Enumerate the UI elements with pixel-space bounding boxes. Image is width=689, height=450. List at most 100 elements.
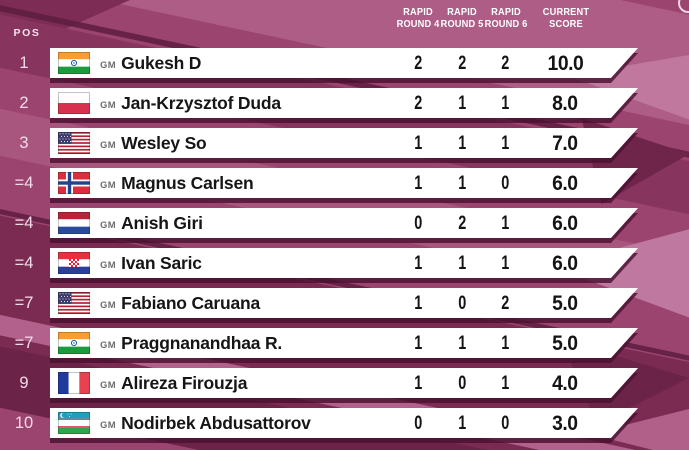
partial-logo-mark xyxy=(678,0,689,13)
round-4-score: 1 xyxy=(396,248,440,278)
column-header-line: RAPID xyxy=(447,6,477,18)
column-header-line: ROUND 5 xyxy=(440,17,484,30)
current-score: 3.0 xyxy=(541,408,589,438)
current-score-value: 8.0 xyxy=(552,92,578,115)
round-5-score: 1 xyxy=(440,88,484,118)
round-5-score: 1 xyxy=(440,168,484,198)
round-5-score-value: 1 xyxy=(457,253,467,274)
round-6-score-value: 2 xyxy=(500,53,510,74)
table-row: 9 GM Alireza Firouzja 1 0 1 4.0 xyxy=(0,368,689,398)
gm-title: GM xyxy=(100,140,117,151)
gm-title: GM xyxy=(100,180,117,191)
player-name: Fabiano Caruana xyxy=(121,292,261,313)
round-6-score-value: 1 xyxy=(500,93,510,114)
flag-uzbekistan-icon xyxy=(58,412,90,434)
round-6-score: 2 xyxy=(483,48,527,78)
round-5-score: 1 xyxy=(440,328,484,358)
row-bar: GM Fabiano Caruana 1 0 2 5.0 xyxy=(50,288,638,318)
row-bar: GM Nodirbek Abdusattorov 0 1 0 3.0 xyxy=(50,408,638,438)
row-bar: GM Praggnanandhaa R. 1 1 1 5.0 xyxy=(50,328,638,358)
player-name: Jan-Krzysztof Duda xyxy=(121,92,281,113)
round-6-score-value: 0 xyxy=(500,173,510,194)
round-4-score-value: 2 xyxy=(413,53,423,74)
table-row: 10 GM Nodirbek Abdusattorov 0 1 0 3.0 xyxy=(0,408,689,438)
player-name: Praggnanandhaa R. xyxy=(121,332,283,353)
gm-title: GM xyxy=(100,100,117,111)
current-score: 6.0 xyxy=(541,208,589,238)
round-5-score-value: 0 xyxy=(457,373,467,394)
round-4-score-value: 0 xyxy=(413,213,423,234)
player-name: Alireza Firouzja xyxy=(121,372,248,393)
player-name: Ivan Saric xyxy=(121,252,202,273)
column-header-rapid-round-6: RAPID ROUND 6 xyxy=(469,6,543,30)
current-score: 7.0 xyxy=(541,128,589,158)
round-6-score-value: 1 xyxy=(500,373,510,394)
round-6-score: 1 xyxy=(483,88,527,118)
current-score-value: 7.0 xyxy=(552,132,578,155)
round-6-score-value: 1 xyxy=(500,333,510,354)
flag-india-icon xyxy=(58,52,90,74)
round-4-score-value: 1 xyxy=(413,173,423,194)
round-5-score-value: 1 xyxy=(457,413,467,434)
rows: 1 GM Gukesh D 2 2 2 10.0 2 GM Jan-Krzysztof Duda 2… xyxy=(0,48,689,448)
round-5-score-value: 0 xyxy=(457,293,467,314)
round-6-score: 1 xyxy=(483,248,527,278)
gm-title: GM xyxy=(100,380,117,391)
position-label: =7 xyxy=(14,294,34,312)
gm-title: GM xyxy=(100,340,117,351)
round-5-score-value: 2 xyxy=(457,53,467,74)
current-score-value: 5.0 xyxy=(552,292,578,315)
round-5-score: 0 xyxy=(440,288,484,318)
current-score-value: 4.0 xyxy=(552,372,578,395)
row-bar: GM Ivan Saric 1 1 1 6.0 xyxy=(50,248,638,278)
flag-norway-icon xyxy=(58,172,90,194)
flag-usa-icon xyxy=(58,292,90,314)
current-score: 8.0 xyxy=(541,88,589,118)
position-label: 10 xyxy=(14,414,34,432)
gm-title: GM xyxy=(100,300,117,311)
position-label: =4 xyxy=(14,174,34,192)
round-6-score-value: 1 xyxy=(500,133,510,154)
position-label: 2 xyxy=(19,94,29,112)
row-bar: GM Anish Giri 0 2 1 6.0 xyxy=(50,208,638,238)
round-4-score-value: 1 xyxy=(413,373,423,394)
flag-usa-icon xyxy=(58,132,90,154)
column-header-line: SCORE xyxy=(549,17,583,30)
current-score: 5.0 xyxy=(541,328,589,358)
position-label: 3 xyxy=(19,134,29,152)
round-6-score: 1 xyxy=(483,128,527,158)
round-6-score-value: 0 xyxy=(500,413,510,434)
position-label: 1 xyxy=(19,54,29,72)
flag-france-icon xyxy=(58,372,90,394)
round-5-score: 1 xyxy=(440,128,484,158)
flag-india-icon xyxy=(58,332,90,354)
table-row: 1 GM Gukesh D 2 2 2 10.0 xyxy=(0,48,689,78)
column-header-line: ROUND 4 xyxy=(396,17,440,30)
round-4-score: 2 xyxy=(396,88,440,118)
player-name: Wesley So xyxy=(121,132,207,153)
position-label: =4 xyxy=(14,214,34,232)
pos-column-header: POS xyxy=(13,27,41,39)
round-4-score: 1 xyxy=(396,128,440,158)
round-5-score-value: 1 xyxy=(457,333,467,354)
round-4-score: 2 xyxy=(396,48,440,78)
table-row: 2 GM Jan-Krzysztof Duda 2 1 1 8.0 xyxy=(0,88,689,118)
round-6-score-value: 2 xyxy=(500,293,510,314)
column-header-rapid-round-4: RAPID ROUND 4 xyxy=(381,6,455,30)
table-row: =7 GM Praggnanandhaa R. 1 1 1 5.0 xyxy=(0,328,689,358)
round-5-score-value: 1 xyxy=(457,173,467,194)
round-5-score: 1 xyxy=(440,248,484,278)
round-4-score-value: 1 xyxy=(413,253,423,274)
round-4-score-value: 2 xyxy=(413,93,423,114)
flag-poland-icon xyxy=(58,92,90,114)
gm-title: GM xyxy=(100,260,117,271)
flag-croatia-icon xyxy=(58,252,90,274)
player-name: Magnus Carlsen xyxy=(121,172,254,193)
row-bar: GM Magnus Carlsen 1 1 0 6.0 xyxy=(50,168,638,198)
round-6-score: 2 xyxy=(483,288,527,318)
round-6-score: 0 xyxy=(483,408,527,438)
position-label: 9 xyxy=(19,374,29,392)
round-5-score: 1 xyxy=(440,408,484,438)
table-row: 3 GM Wesley So 1 1 1 7.0 xyxy=(0,128,689,158)
